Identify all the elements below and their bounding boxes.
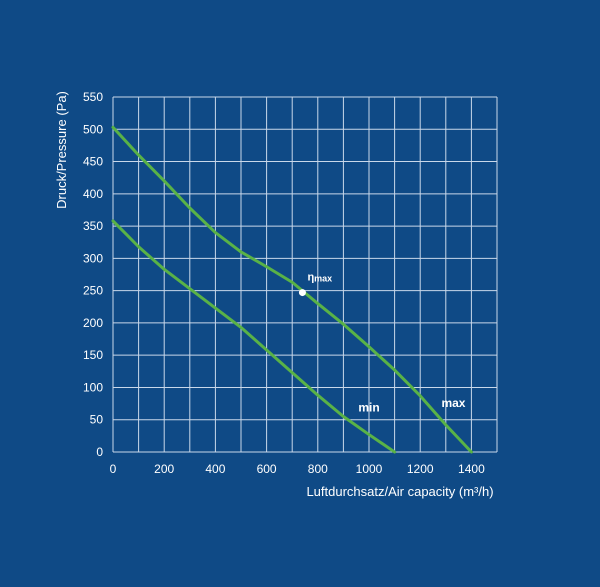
x-tick-label: 1400 — [458, 462, 485, 476]
x-tick-label: 1200 — [407, 462, 434, 476]
y-tick-label: 550 — [83, 90, 103, 104]
y-tick-label: 150 — [83, 348, 103, 362]
curves — [111, 125, 473, 454]
y-tick-label: 300 — [83, 251, 103, 265]
y-tick-label: 350 — [83, 219, 103, 233]
y-tick-label: 50 — [90, 413, 104, 427]
x-tick-label: 400 — [205, 462, 225, 476]
y-tick-label: 400 — [83, 187, 103, 201]
series-label-min: min — [358, 400, 379, 414]
x-tick-label: 0 — [110, 462, 117, 476]
y-tick-label: 250 — [83, 284, 103, 298]
annotations: max min ηmax — [298, 272, 466, 414]
x-tick-label: 1000 — [356, 462, 383, 476]
y-tick-label: 100 — [83, 380, 103, 394]
x-tick-label: 600 — [257, 462, 277, 476]
series-line-min — [111, 219, 397, 454]
y-tick-label: 200 — [83, 316, 103, 330]
x-tick-label: 800 — [308, 462, 328, 476]
tick-labels: 0 200 400 600 800 1000 1200 1400 0 50 100 150 200 250… — [83, 90, 485, 476]
y-tick-label: 0 — [96, 445, 103, 459]
eta-max-point — [298, 289, 306, 297]
x-tick-label: 200 — [154, 462, 174, 476]
x-axis-title: Luftdurchsatz/Air capacity (m³/h) — [306, 484, 493, 499]
y-tick-label: 500 — [83, 122, 103, 136]
series-label-max: max — [441, 396, 465, 410]
y-tick-label: 450 — [83, 155, 103, 169]
series-line-max — [111, 125, 473, 454]
eta-max-label: ηmax — [307, 272, 332, 284]
y-axis-title: Druck/Pressure (Pa) — [54, 91, 69, 209]
